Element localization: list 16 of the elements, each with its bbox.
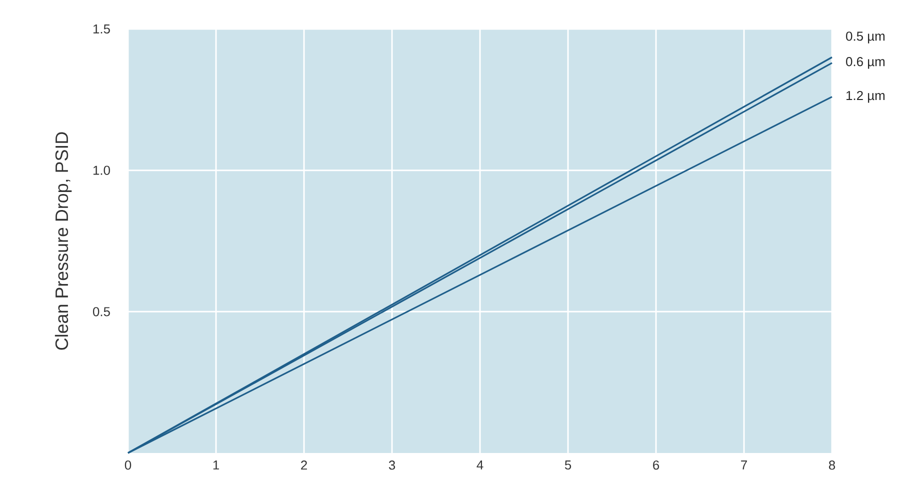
y-tick-label: 0.5 (92, 307, 110, 316)
x-tick-label: 5 (564, 460, 572, 470)
y-tick-label: 1.0 (93, 166, 110, 175)
y-tick-label: 1.5 (93, 24, 110, 34)
series-label: 0.6 µm (846, 57, 885, 69)
x-tick-label: 2 (301, 460, 307, 470)
x-tick-label: 0 (124, 460, 132, 470)
x-tick-label: 7 (741, 460, 747, 470)
y-axis-title: Clean Pressure Drop, PSID (54, 132, 72, 350)
x-tick-label: 1 (213, 460, 219, 470)
series-label: 0.5 µm (846, 32, 885, 44)
x-tick-label: 6 (653, 460, 660, 470)
x-tick-label: 4 (476, 460, 484, 470)
series-label: 1.2 µm (846, 90, 885, 103)
x-tick-label: 3 (388, 460, 396, 470)
x-tick-label: 8 (828, 460, 836, 470)
